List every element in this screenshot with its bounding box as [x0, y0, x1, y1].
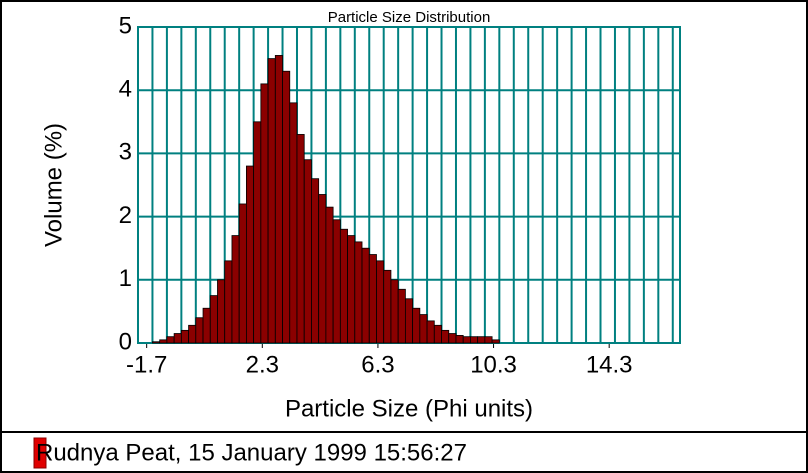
bar: [426, 320, 435, 344]
x-tick-label: -1.7: [126, 351, 167, 378]
bar: [404, 298, 414, 344]
bar: [202, 307, 211, 344]
x-tick-label: 2.3: [246, 351, 279, 378]
bar: [361, 247, 370, 344]
legend-swatch: [33, 437, 47, 469]
bar: [412, 307, 421, 344]
bar: [188, 324, 197, 344]
x-tick-label: 14.3: [586, 351, 633, 378]
bar: [260, 83, 269, 344]
bar: [311, 178, 320, 344]
bar: [383, 269, 392, 344]
bar: [433, 324, 442, 344]
bar: [354, 241, 363, 344]
bar: [245, 165, 255, 344]
bar: [195, 317, 204, 344]
bar: [318, 194, 327, 344]
bar: [376, 260, 385, 344]
bar: [231, 235, 240, 344]
bar: [303, 159, 312, 344]
bar: [368, 254, 377, 344]
x-axis-label: Particle Size (Phi units): [285, 395, 533, 422]
y-tick-label: 0: [119, 328, 132, 355]
x-tick-label: 10.3: [470, 351, 517, 378]
y-tick-label: 2: [119, 202, 132, 229]
bar: [274, 55, 283, 344]
bar: [217, 279, 226, 344]
bar: [448, 333, 457, 344]
bar: [484, 336, 493, 344]
bar: [441, 329, 450, 344]
bar: [166, 336, 175, 344]
y-tick-label: 3: [119, 139, 132, 166]
bar: [339, 228, 348, 344]
bar: [470, 336, 479, 344]
bar: [347, 235, 356, 344]
y-tick-label: 4: [119, 76, 132, 103]
bar: [455, 335, 464, 344]
bar: [282, 70, 291, 344]
bar: [332, 219, 341, 344]
bar: [238, 203, 247, 344]
chart-title: Particle Size Distribution: [328, 9, 491, 26]
y-tick-label: 5: [119, 12, 132, 39]
bar: [419, 314, 428, 344]
bar: [159, 339, 168, 344]
bar: [289, 102, 298, 344]
bar: [462, 336, 471, 344]
bar: [325, 206, 334, 344]
bar: [173, 333, 182, 344]
bar: [224, 260, 233, 344]
bar: [152, 341, 161, 344]
bar: [180, 329, 189, 344]
bar: [390, 279, 399, 344]
bar: [267, 58, 276, 344]
x-tick-label: 6.3: [361, 351, 394, 378]
bar: [209, 295, 218, 344]
bar: [491, 339, 500, 344]
y-tick-label: 1: [119, 265, 132, 292]
bar: [397, 288, 406, 344]
legend-label: Rudnya Peat, 15 January 1999 15:56:27: [36, 439, 467, 466]
bar: [253, 121, 262, 344]
bar: [477, 336, 486, 344]
y-axis-label: Volume (%): [40, 123, 67, 247]
bar: [296, 134, 305, 344]
